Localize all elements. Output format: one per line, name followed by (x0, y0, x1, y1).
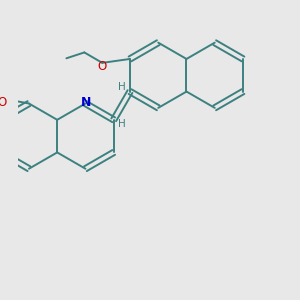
Text: N: N (81, 96, 92, 109)
Text: O: O (0, 96, 7, 109)
Text: H: H (118, 82, 126, 92)
Text: O: O (98, 60, 107, 73)
Text: H: H (118, 119, 125, 129)
